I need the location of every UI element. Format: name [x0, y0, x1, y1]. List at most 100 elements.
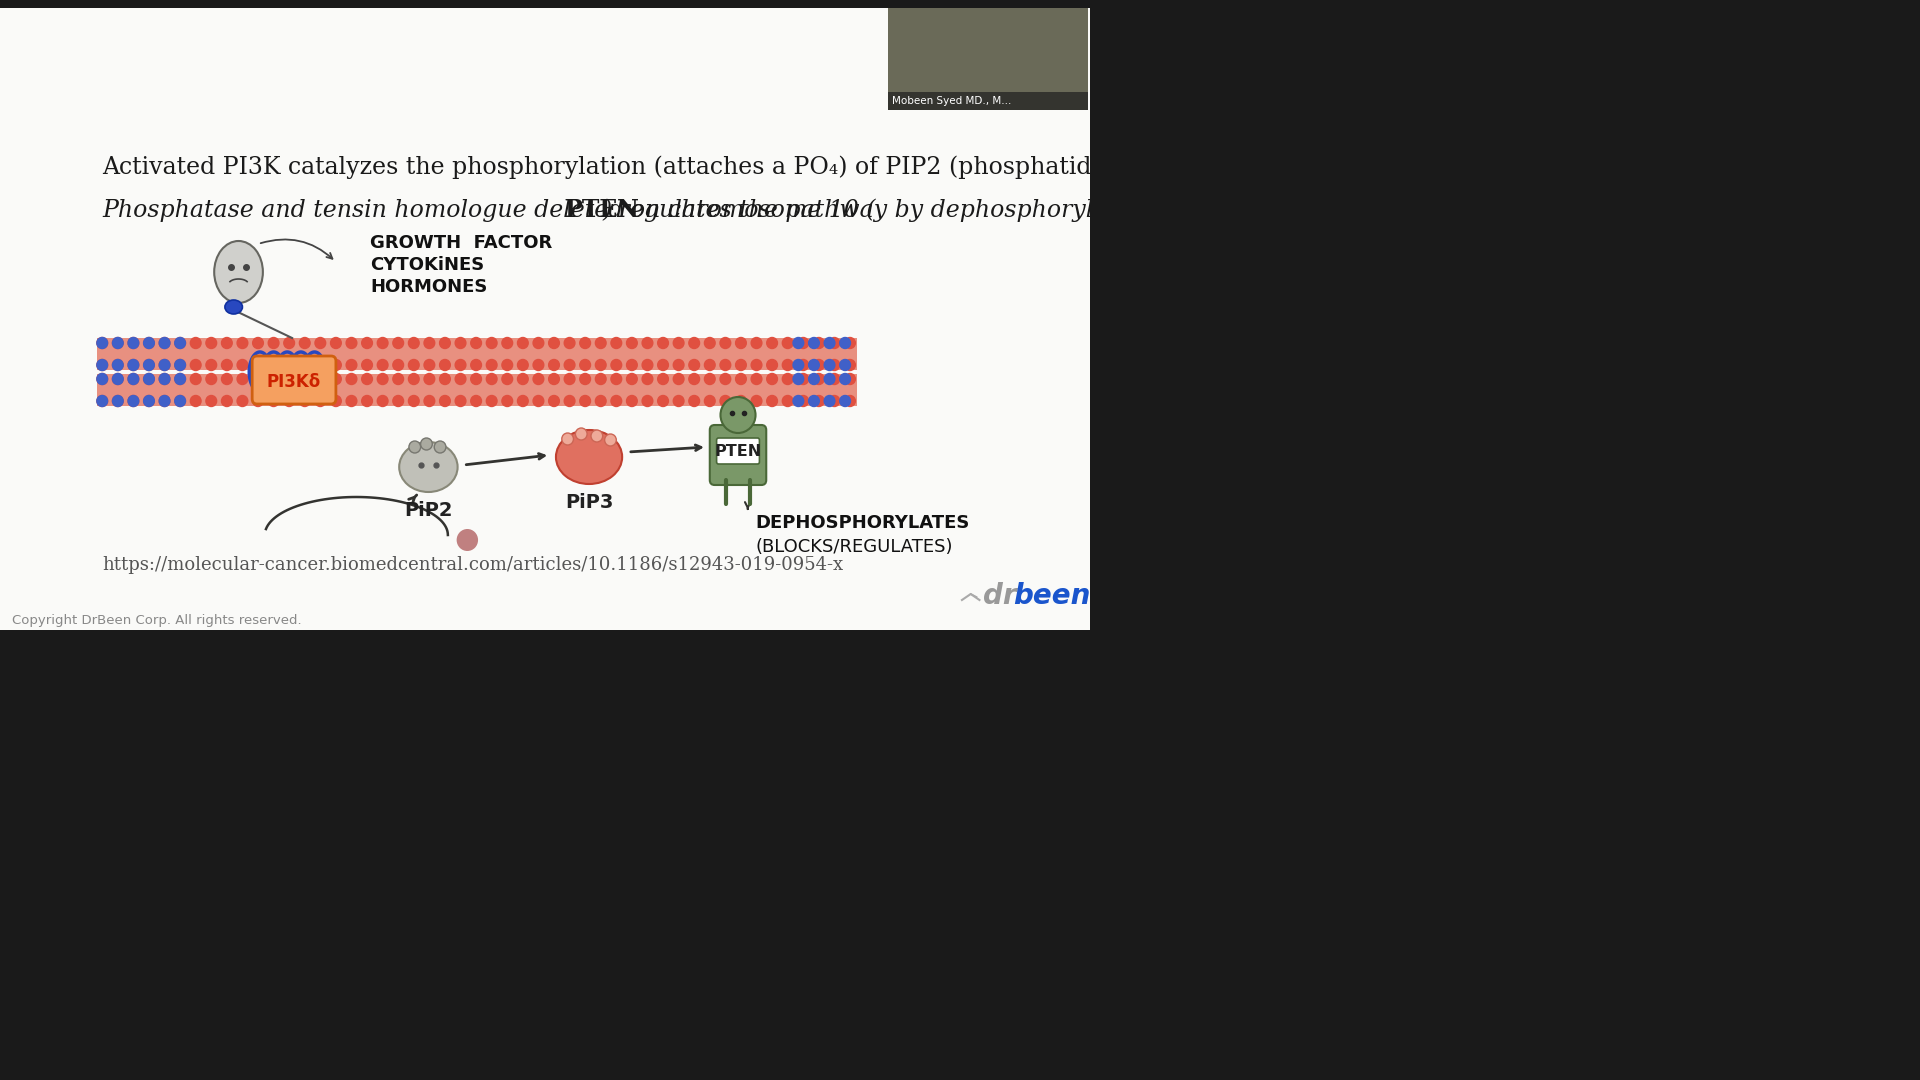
Circle shape — [96, 337, 108, 349]
Circle shape — [424, 374, 434, 384]
Circle shape — [580, 374, 591, 384]
Circle shape — [300, 360, 311, 370]
Text: GROWTH  FACTOR: GROWTH FACTOR — [371, 234, 553, 252]
Circle shape — [129, 360, 138, 370]
Circle shape — [394, 395, 403, 406]
Text: https://molecular-cancer.biomedcentral.com/articles/10.1186/s12943-019-0954-x: https://molecular-cancer.biomedcentral.c… — [102, 556, 843, 573]
Circle shape — [96, 374, 108, 384]
Circle shape — [144, 337, 154, 349]
Circle shape — [839, 395, 851, 406]
Text: DEPHOSPHORYLATES: DEPHOSPHORYLATES — [756, 514, 970, 532]
Circle shape — [190, 374, 202, 384]
Circle shape — [113, 395, 123, 406]
Circle shape — [793, 395, 804, 406]
Circle shape — [457, 529, 478, 551]
Circle shape — [434, 441, 445, 453]
Circle shape — [175, 374, 186, 384]
Circle shape — [175, 395, 186, 406]
FancyBboxPatch shape — [710, 426, 766, 485]
Circle shape — [626, 337, 637, 349]
Circle shape — [284, 337, 294, 349]
Circle shape — [814, 360, 824, 370]
Circle shape — [549, 395, 559, 406]
Circle shape — [455, 337, 467, 349]
Circle shape — [829, 360, 839, 370]
Circle shape — [409, 441, 420, 453]
Circle shape — [549, 374, 559, 384]
Text: PTEN: PTEN — [564, 198, 639, 222]
Circle shape — [221, 395, 232, 406]
Circle shape — [580, 337, 591, 349]
Circle shape — [96, 395, 108, 406]
Circle shape — [549, 337, 559, 349]
Circle shape — [824, 374, 835, 384]
Circle shape — [735, 337, 747, 349]
Circle shape — [689, 337, 699, 349]
Circle shape — [781, 374, 793, 384]
Circle shape — [501, 395, 513, 406]
Circle shape — [735, 360, 747, 370]
Circle shape — [534, 360, 543, 370]
Circle shape — [549, 360, 559, 370]
Circle shape — [96, 337, 108, 349]
Circle shape — [113, 374, 123, 384]
Circle shape — [113, 337, 123, 349]
Circle shape — [781, 337, 793, 349]
Circle shape — [626, 374, 637, 384]
Circle shape — [159, 395, 169, 406]
Circle shape — [205, 374, 217, 384]
Circle shape — [518, 395, 528, 406]
Circle shape — [455, 395, 467, 406]
Ellipse shape — [225, 300, 242, 314]
Circle shape — [159, 374, 169, 384]
Circle shape — [814, 395, 824, 406]
Circle shape — [378, 374, 388, 384]
Circle shape — [751, 360, 762, 370]
Circle shape — [424, 395, 434, 406]
Circle shape — [129, 337, 138, 349]
Circle shape — [269, 337, 278, 349]
Circle shape — [674, 360, 684, 370]
Bar — [887, 8, 1087, 110]
Circle shape — [113, 395, 123, 406]
Circle shape — [205, 337, 217, 349]
Circle shape — [221, 374, 232, 384]
FancyBboxPatch shape — [716, 438, 760, 464]
Circle shape — [221, 337, 232, 349]
Circle shape — [659, 337, 668, 349]
Circle shape — [394, 360, 403, 370]
Circle shape — [440, 360, 451, 370]
Ellipse shape — [557, 430, 622, 484]
Circle shape — [751, 395, 762, 406]
Circle shape — [96, 395, 108, 406]
Bar — [98, 374, 856, 406]
Circle shape — [501, 360, 513, 370]
Circle shape — [175, 337, 186, 349]
Text: PI3Kδ: PI3Kδ — [267, 373, 321, 391]
Circle shape — [799, 360, 808, 370]
Circle shape — [781, 360, 793, 370]
Circle shape — [751, 374, 762, 384]
Text: (BLOCKS/REGULATES): (BLOCKS/REGULATES) — [756, 538, 952, 556]
Circle shape — [300, 337, 311, 349]
Circle shape — [144, 395, 154, 406]
Circle shape — [315, 337, 326, 349]
Circle shape — [96, 374, 108, 384]
Circle shape — [641, 337, 653, 349]
Circle shape — [486, 374, 497, 384]
Circle shape — [824, 337, 835, 349]
Circle shape — [253, 337, 263, 349]
Circle shape — [766, 395, 778, 406]
Circle shape — [591, 430, 603, 442]
Circle shape — [175, 374, 186, 384]
Circle shape — [829, 395, 839, 406]
Text: Mobeen Syed MD., M...: Mobeen Syed MD., M... — [893, 96, 1012, 106]
Circle shape — [808, 374, 820, 384]
Circle shape — [781, 395, 793, 406]
Circle shape — [144, 374, 154, 384]
Circle shape — [689, 360, 699, 370]
Circle shape — [175, 395, 186, 406]
Bar — [0, 8, 1091, 630]
Circle shape — [455, 360, 467, 370]
Circle shape — [394, 374, 403, 384]
